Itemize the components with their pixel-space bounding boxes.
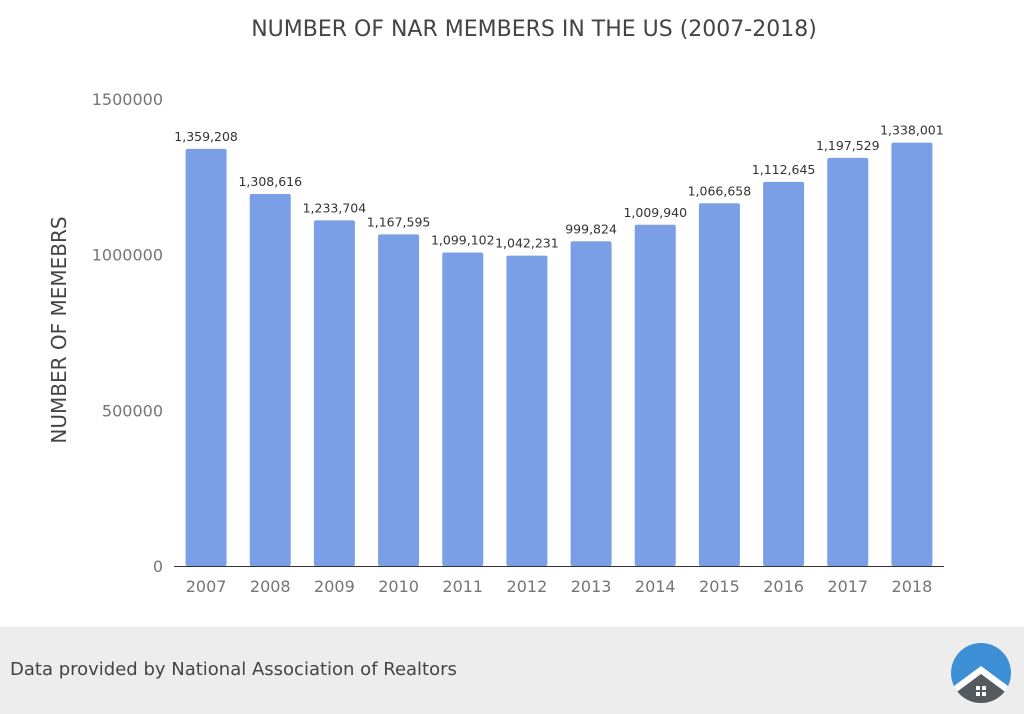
bar-2009 (313, 220, 355, 567)
x-tick-label: 2007 (186, 577, 227, 596)
data-label: 1,233,704 (303, 200, 367, 215)
x-tick-label: 2012 (507, 577, 548, 596)
data-label: 1,042,231 (495, 236, 559, 251)
chart: NUMBER OF NAR MEMBERS IN THE US (2007-20… (47, 17, 944, 596)
data-label: 1,167,595 (367, 214, 431, 229)
data-label: 1,359,208 (174, 129, 238, 144)
x-tick-label: 2018 (892, 577, 933, 596)
data-label: 1,099,102 (431, 232, 495, 247)
chart-svg: NUMBER OF NAR MEMBERS IN THE US (2007-20… (47, 17, 944, 596)
y-axis-ticks: 0 500000 1000000 1500000 (92, 90, 163, 576)
data-label: 999,824 (565, 221, 617, 236)
data-label: 1,066,658 (688, 183, 752, 198)
bar-2015 (698, 203, 740, 566)
bar-2011 (442, 252, 484, 566)
data-label: 1,112,645 (752, 162, 816, 177)
y-tick-label: 0 (153, 557, 163, 576)
x-tick-label: 2014 (635, 577, 676, 596)
x-tick-label: 2015 (699, 577, 740, 596)
y-tick-label: 1500000 (92, 90, 163, 109)
logo-house-shape (954, 674, 1008, 703)
x-tick-label: 2009 (314, 577, 355, 596)
bar-2014 (634, 224, 676, 566)
x-axis-ticks: 2007 2008 2009 2010 2011 2012 2013 2014 2015 2016… (186, 577, 933, 596)
bar-2013 (570, 241, 612, 566)
x-tick-label: 2016 (763, 577, 804, 596)
chart-title: NUMBER OF NAR MEMBERS IN THE US (2007-20… (251, 17, 817, 42)
bar-2017 (827, 157, 869, 567)
bar-2012 (506, 255, 548, 567)
x-tick-label: 2010 (378, 577, 419, 596)
data-label: 1,197,529 (816, 138, 880, 153)
x-tick-label: 2013 (571, 577, 612, 596)
data-label: 1,009,940 (623, 205, 687, 220)
data-labels-group: 1,359,208 1,308,6161,233,7041,167,5951,09… (174, 123, 943, 251)
house-logo-icon (951, 643, 1011, 703)
x-tick-label: 2011 (442, 577, 483, 596)
bar-2007 (185, 148, 227, 566)
x-tick-label: 2008 (250, 577, 291, 596)
data-label: 1,338,001 (880, 123, 944, 138)
bar-2018 (891, 142, 933, 566)
data-label: 1,308,616 (238, 174, 302, 189)
y-axis-label: NUMBER OF MEMEBRS (47, 216, 71, 443)
bar-2016 (763, 181, 805, 566)
bar-2008 (249, 193, 291, 566)
footer: Data provided by National Association of… (0, 627, 1024, 714)
y-tick-label: 1000000 (92, 246, 163, 265)
footer-source-text: Data provided by National Association of… (10, 659, 457, 680)
bars-group (185, 142, 933, 567)
y-tick-label: 500000 (102, 401, 163, 420)
x-tick-label: 2017 (827, 577, 868, 596)
bar-2010 (378, 234, 420, 566)
